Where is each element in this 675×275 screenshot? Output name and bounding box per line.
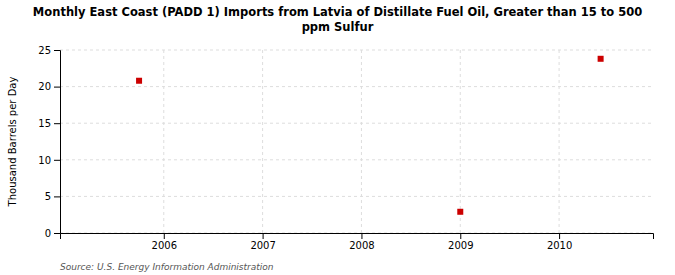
y-tick: 5 bbox=[45, 191, 60, 202]
x-tick-label: 2008 bbox=[349, 240, 374, 251]
x-tick-mark bbox=[164, 233, 165, 239]
y-tick-label: 25 bbox=[38, 45, 51, 56]
point bbox=[457, 209, 463, 215]
y-tick: 10 bbox=[38, 155, 60, 166]
point bbox=[136, 78, 142, 84]
x-axis-line bbox=[61, 234, 654, 240]
grid-line bbox=[361, 50, 362, 233]
y-tick-label: 0 bbox=[45, 228, 51, 239]
y-tick-label: 15 bbox=[38, 118, 51, 129]
x-tick-label: 2009 bbox=[448, 240, 473, 251]
y-tick-mark bbox=[54, 87, 60, 88]
plot-area: 2006 2007 2008 2009 2010 0 5 10 15 20 25 bbox=[38, 45, 653, 251]
x-tick: 2006 bbox=[152, 233, 177, 251]
x-tick: 2009 bbox=[448, 233, 473, 251]
y-axis-line bbox=[54, 51, 61, 234]
chart: Monthly East Coast (PADD 1) Imports from… bbox=[0, 0, 675, 275]
y-tick-mark bbox=[54, 123, 60, 124]
y-tick: 25 bbox=[38, 45, 60, 56]
grid-line bbox=[60, 86, 653, 87]
grid-line bbox=[460, 50, 461, 233]
title: Monthly East Coast (PADD 1) Imports from… bbox=[33, 5, 642, 34]
y-tick: 15 bbox=[38, 118, 60, 129]
source: Source: U.S. Energy Information Administ… bbox=[60, 262, 274, 272]
x-tick-label: 2006 bbox=[152, 240, 177, 251]
x-axis: 2006 2007 2008 2009 2010 bbox=[61, 233, 654, 251]
grid-line bbox=[60, 123, 653, 124]
x-tick-mark bbox=[460, 233, 461, 239]
points bbox=[136, 56, 604, 215]
y-tick-label: 10 bbox=[38, 155, 51, 166]
y-axis-title: Thousand Barrels per Day bbox=[7, 77, 18, 208]
grid-line bbox=[60, 50, 653, 51]
x-tick: 2008 bbox=[349, 233, 374, 251]
x-tick-mark bbox=[559, 233, 560, 239]
grid-line bbox=[262, 50, 263, 233]
y-tick-label: 20 bbox=[38, 81, 51, 92]
grid-line bbox=[559, 50, 560, 233]
grid bbox=[60, 50, 653, 233]
grid-line bbox=[60, 196, 653, 197]
y-tick-mark bbox=[54, 50, 60, 51]
y-tick: 20 bbox=[38, 81, 60, 92]
x-tick-label: 2007 bbox=[250, 240, 275, 251]
x-tick-mark bbox=[263, 233, 264, 239]
grid-line bbox=[60, 159, 653, 160]
y-tick-mark bbox=[54, 196, 60, 197]
grid-line bbox=[163, 50, 164, 233]
y-axis: 0 5 10 15 20 25 bbox=[38, 45, 60, 239]
y-tick-mark bbox=[54, 160, 60, 161]
x-tick: 2007 bbox=[250, 233, 275, 251]
x-tick-mark bbox=[361, 233, 362, 239]
point bbox=[598, 56, 604, 62]
x-tick: 2010 bbox=[547, 233, 572, 251]
y-tick: 0 bbox=[45, 228, 60, 239]
y-tick-mark bbox=[54, 233, 60, 234]
x-tick-label: 2010 bbox=[547, 240, 572, 251]
y-tick-label: 5 bbox=[45, 191, 51, 202]
